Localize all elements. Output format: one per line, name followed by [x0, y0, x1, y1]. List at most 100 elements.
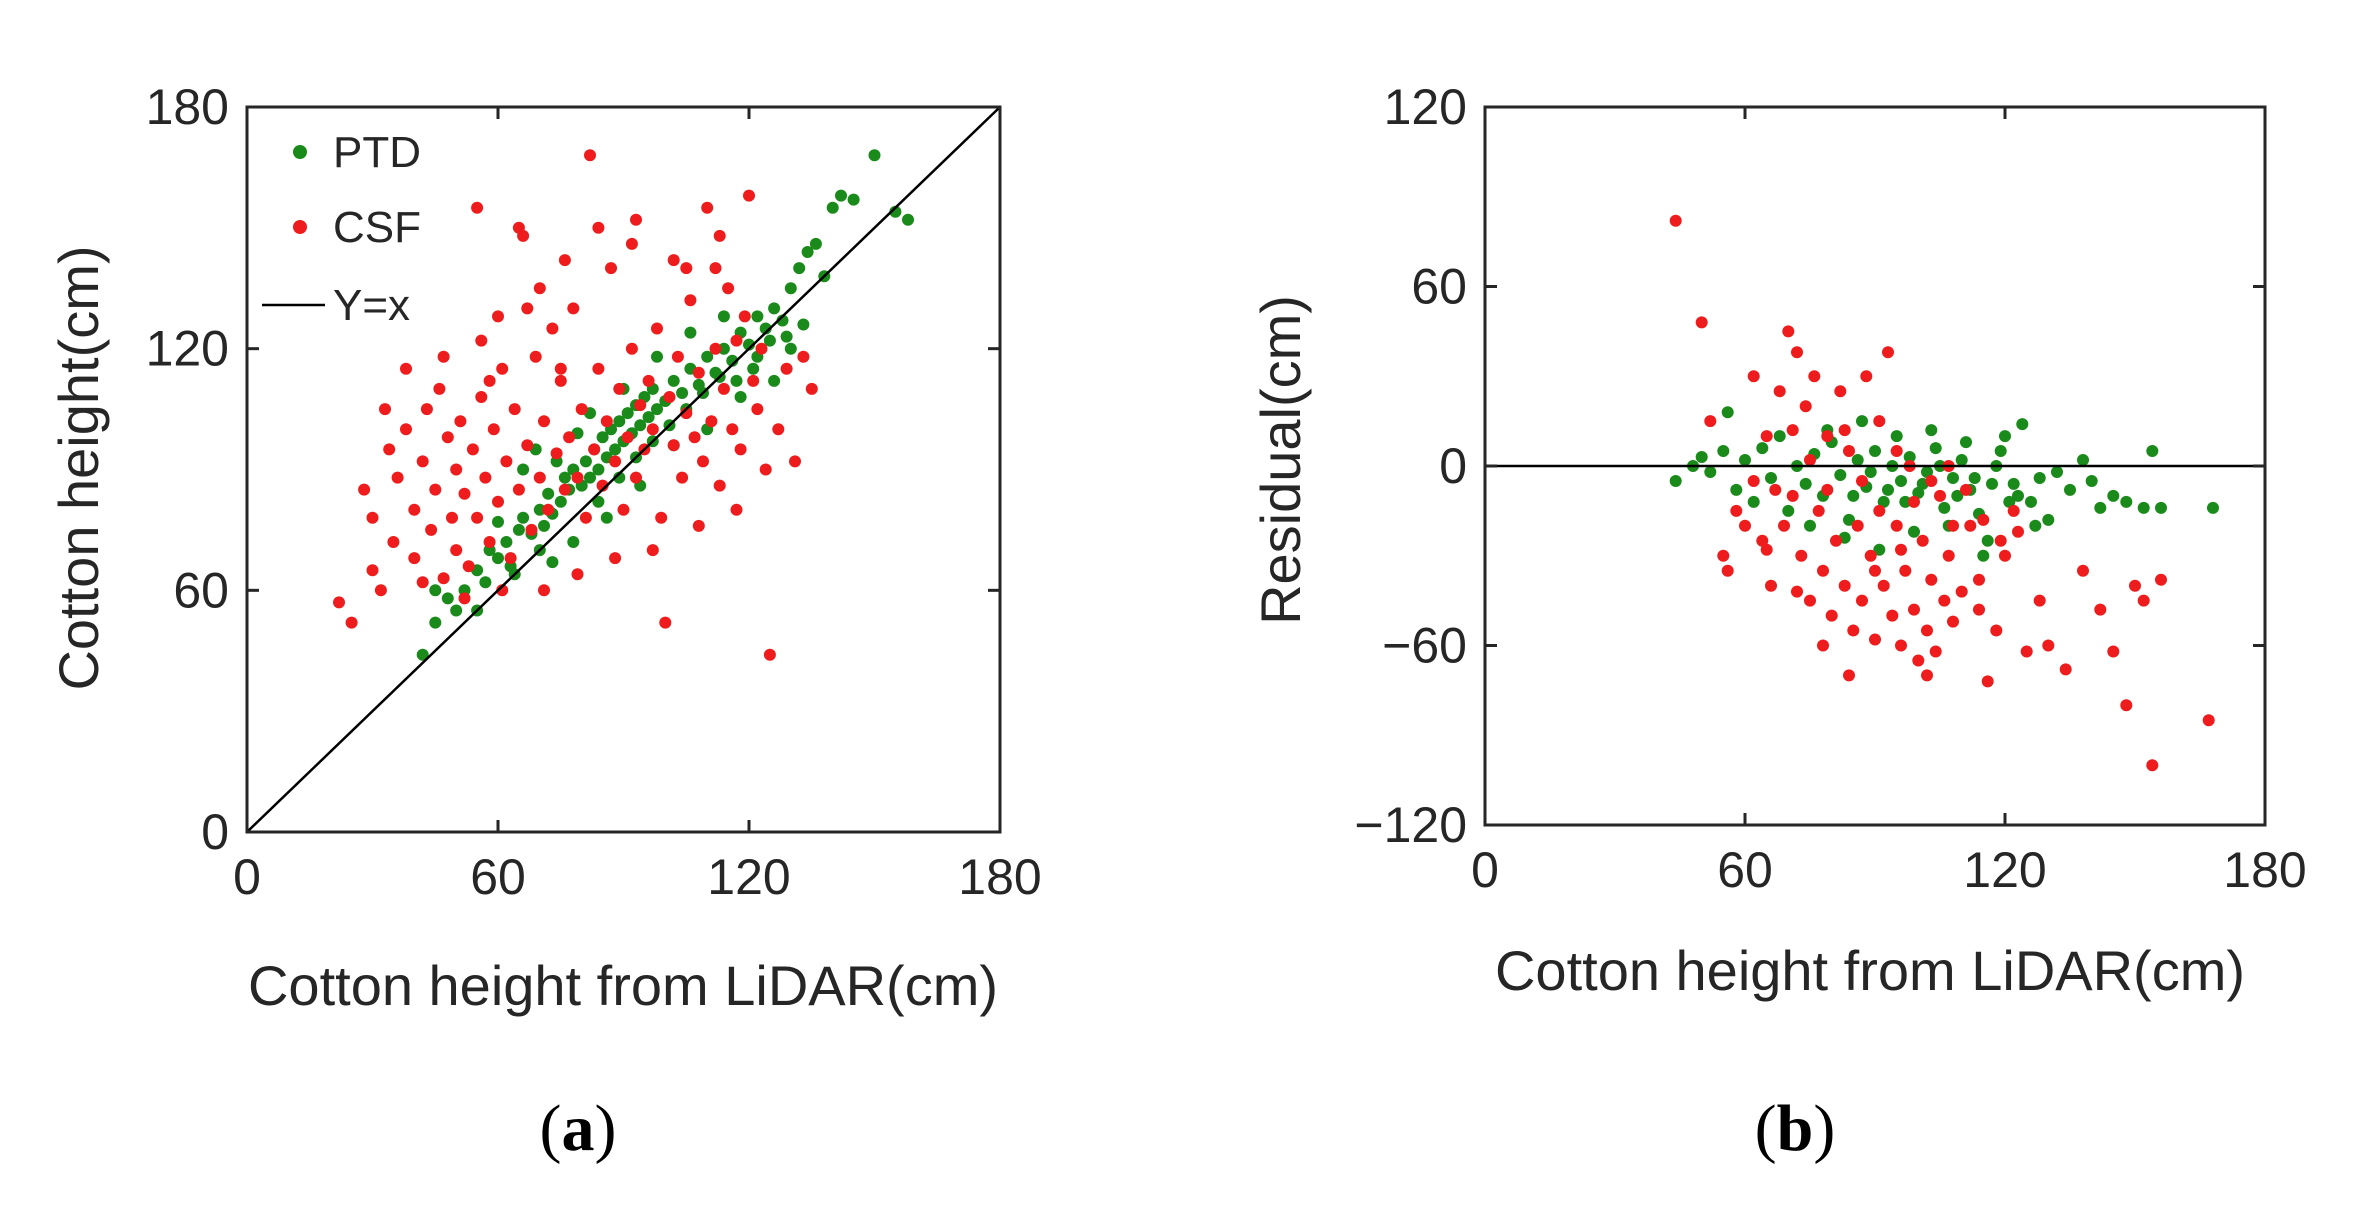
point-csf: [554, 362, 567, 375]
point-csf: [1955, 585, 1968, 598]
point-csf: [492, 310, 504, 323]
point-ptd: [609, 443, 622, 456]
point-csf: [475, 334, 488, 347]
point-ptd: [429, 616, 442, 629]
point-csf: [1908, 603, 1920, 616]
point-csf: [751, 403, 764, 416]
point-ptd: [517, 463, 530, 476]
point-ptd: [826, 201, 839, 214]
legend-label-csf: CSF: [333, 203, 421, 252]
point-ptd: [1721, 406, 1734, 419]
point-csf: [789, 455, 801, 468]
point-csf: [429, 483, 442, 496]
point-csf: [1769, 483, 1782, 496]
point-ptd: [542, 487, 555, 500]
x-tick-label: 60: [1717, 842, 1773, 898]
x-tick-label: 0: [1471, 842, 1499, 898]
point-ptd: [2033, 472, 2046, 484]
point-ptd: [1938, 501, 1951, 514]
point-ptd: [2120, 495, 2133, 508]
point-csf: [2012, 525, 2024, 538]
point-csf: [692, 519, 705, 532]
point-ptd: [1899, 495, 1912, 508]
point-csf: [609, 455, 622, 468]
point-csf: [1739, 519, 1751, 532]
point-csf: [420, 403, 433, 416]
point-ptd: [651, 350, 663, 363]
point-ptd: [621, 407, 634, 420]
point-csf: [466, 443, 479, 456]
point-ptd: [1864, 466, 1877, 478]
point-csf: [722, 282, 735, 295]
point-csf: [2129, 579, 2141, 592]
point-ptd: [701, 350, 714, 363]
point-csf: [462, 560, 475, 573]
point-ptd: [538, 519, 550, 532]
point-csf: [613, 382, 626, 395]
point-csf: [2120, 699, 2133, 712]
x-tick-label: 120: [1963, 842, 2046, 898]
point-ptd: [1877, 495, 1890, 508]
point-csf: [713, 479, 726, 492]
point-csf: [717, 382, 730, 395]
panel-b-x-axis-label: Cotton height from LiDAR(cm): [1495, 939, 2245, 1002]
point-ptd: [902, 213, 914, 226]
point-csf: [667, 254, 680, 267]
point-csf: [663, 391, 676, 403]
point-ptd: [717, 342, 730, 355]
point-csf: [425, 523, 438, 536]
point-ptd: [2003, 495, 2016, 508]
y-tick-label: −60: [1382, 618, 1467, 674]
point-csf: [1973, 573, 1985, 586]
point-csf: [1717, 549, 1730, 562]
point-ptd: [2051, 466, 2063, 478]
point-ptd: [479, 576, 492, 589]
point-csf: [567, 302, 580, 315]
point-csf: [592, 221, 605, 234]
point-ptd: [2155, 501, 2167, 514]
point-csf: [379, 403, 391, 416]
point-csf: [1756, 534, 1769, 547]
point-ptd: [768, 302, 781, 315]
point-csf: [1856, 594, 1868, 607]
point-ptd: [1773, 430, 1786, 443]
point-ptd: [1704, 466, 1717, 478]
point-csf: [1942, 549, 1955, 562]
point-ptd: [450, 604, 463, 617]
legend-label-yx: Y=x: [333, 281, 410, 330]
point-csf: [408, 552, 421, 565]
point-csf: [1843, 669, 1855, 682]
point-ptd: [1925, 424, 1938, 437]
point-csf: [2155, 573, 2167, 586]
point-ptd: [801, 246, 814, 258]
point-csf: [446, 511, 458, 524]
point-csf: [1921, 669, 1933, 682]
point-csf: [387, 536, 400, 548]
point-ptd: [1869, 445, 1881, 457]
y-tick-label: 60: [173, 562, 229, 618]
point-ptd: [2146, 445, 2159, 457]
point-csf: [1851, 519, 1864, 532]
point-ptd: [634, 419, 647, 432]
point-csf: [692, 366, 705, 379]
point-ptd: [1669, 475, 1682, 487]
point-ptd: [492, 552, 504, 565]
point-csf: [512, 483, 525, 496]
point-csf: [701, 201, 714, 214]
point-csf: [1921, 624, 1933, 637]
x-tick-label: 180: [958, 849, 1041, 905]
point-csf: [747, 374, 760, 387]
point-ptd: [1890, 430, 1903, 443]
point-ptd: [868, 149, 881, 162]
point-csf: [358, 483, 371, 496]
point-csf: [538, 584, 550, 597]
point-csf: [642, 374, 655, 387]
point-ptd: [1717, 445, 1730, 457]
point-csf: [1899, 564, 1912, 577]
point-ptd: [533, 503, 546, 516]
point-ptd: [613, 415, 626, 428]
point-csf: [680, 407, 693, 420]
point-csf: [1886, 609, 1899, 622]
panel-b-label: (b): [1755, 1092, 1836, 1165]
point-ptd: [784, 342, 797, 355]
